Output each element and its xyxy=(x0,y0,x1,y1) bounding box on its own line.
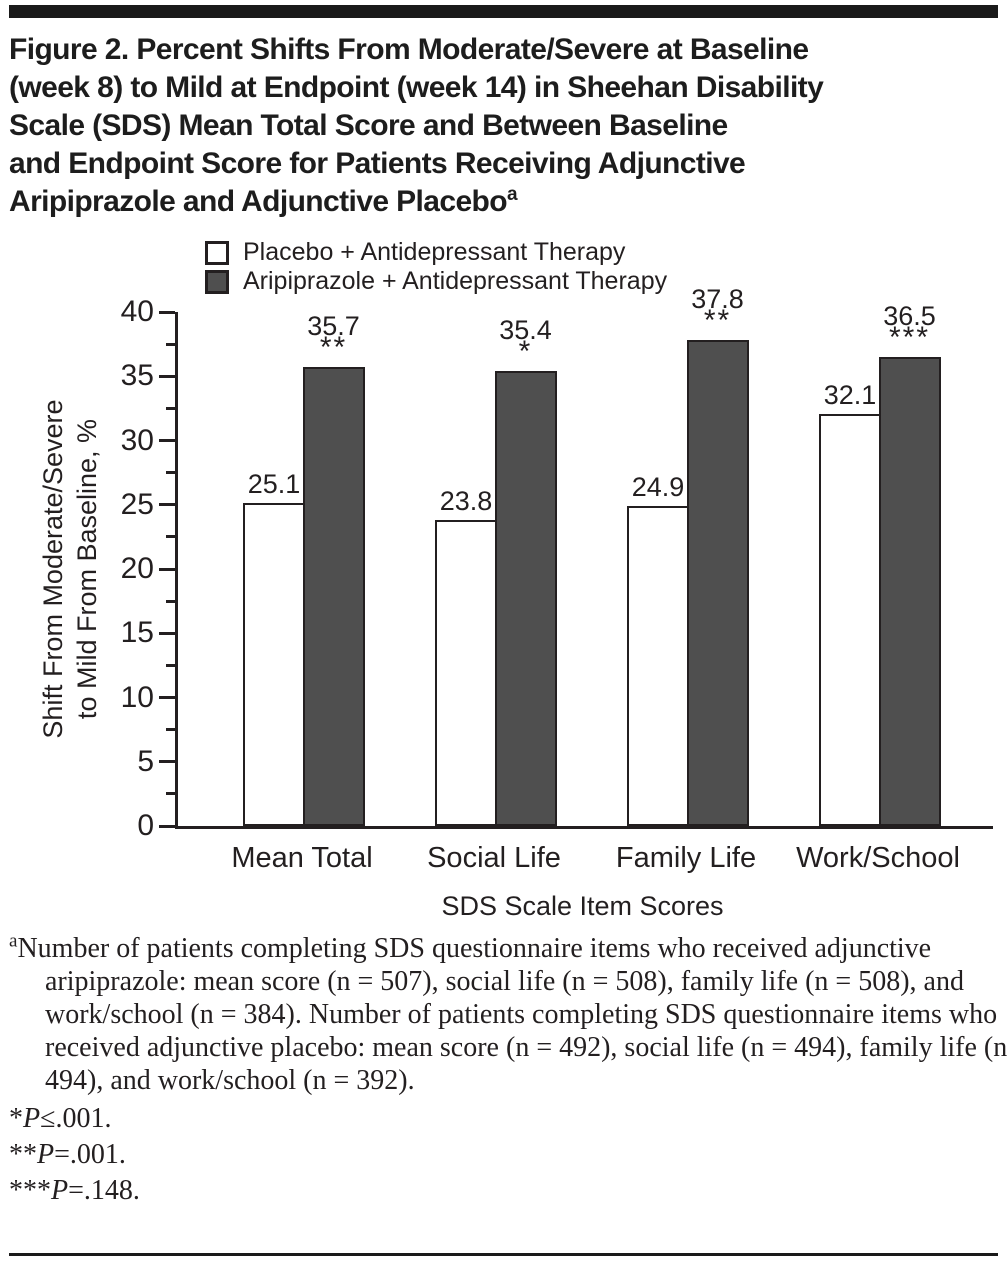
figure-title-line: and Endpoint Score for Patients Receivin… xyxy=(9,147,746,180)
legend-swatch-placebo xyxy=(205,240,229,265)
significance-asterisks: ** xyxy=(319,331,348,364)
figure-title: Figure 2. Percent Shifts From Moderate/S… xyxy=(9,31,998,221)
pvalue-note: *P≤.001. xyxy=(9,1101,998,1137)
y-tick-minor xyxy=(166,792,175,796)
pvalue-stars: * xyxy=(9,1103,23,1134)
bar-aripiprazole-3 xyxy=(878,357,941,826)
significance-asterisks: * xyxy=(518,335,533,368)
pvalue-stars: ** xyxy=(9,1139,37,1170)
figure-title-line: (week 8) to Mild at Endpoint (week 14) i… xyxy=(9,71,824,104)
top-rule xyxy=(9,5,998,18)
bar-value: 23.8 xyxy=(439,486,493,516)
pvalue-symbol: P xyxy=(23,1103,41,1134)
bar-value: 37.8 xyxy=(691,284,744,314)
y-tick-major xyxy=(159,824,175,828)
y-tick-major xyxy=(159,310,175,314)
plot-area: 0 5 10 15 20 25 30 35 40 25.1 35.7 ** 23.8 35.4 * 24.9 3… xyxy=(121,285,993,842)
bar-chart: Shift From Moderate/Severe to Mild From B… xyxy=(38,285,998,932)
footnote: aNumber of patients completing SDS quest… xyxy=(9,932,1007,1097)
y-tick-minor xyxy=(166,663,175,667)
x-axis-title: SDS Scale Item Scores xyxy=(441,891,724,921)
bar-value: 25.1 xyxy=(247,469,301,499)
y-tick-major xyxy=(159,631,175,635)
y-tick-minor xyxy=(166,471,175,475)
footnote-text: Number of patients completing SDS questi… xyxy=(17,933,1007,1096)
x-category-label: Family Life xyxy=(615,842,757,874)
y-tick-minor xyxy=(166,599,175,603)
y-axis-title: Shift From Moderate/Severe to Mild From B… xyxy=(36,312,104,826)
y-tick-minor xyxy=(166,406,175,410)
y-tick-major xyxy=(159,439,175,442)
y-tick-major xyxy=(159,503,175,507)
pvalue-condition: =.148. xyxy=(68,1175,140,1206)
bar-value-label: 25.1 xyxy=(204,470,344,499)
legend-swatch-aripiprazole xyxy=(205,269,229,294)
x-category-label: Work/School xyxy=(796,842,960,874)
y-tick-major xyxy=(159,567,175,571)
y-tick-minor xyxy=(166,728,175,732)
y-tick-label: 0 xyxy=(137,809,154,842)
figure-title-line: Aripiprazole and Adjunctive Placeboa xyxy=(9,184,518,218)
footnote-marker: a xyxy=(9,930,18,952)
bar-value: 36.5 xyxy=(883,301,936,331)
significance-asterisks: *** xyxy=(888,321,931,354)
y-tick-label: 25 xyxy=(120,487,154,521)
bar-value-label: 23.8 xyxy=(396,487,536,516)
y-tick-minor xyxy=(166,535,175,539)
bar-value-label: 24.9 xyxy=(588,473,728,502)
pvalue-notes: *P≤.001. **P=.001. ***P=.148. xyxy=(9,1101,998,1209)
y-tick-major xyxy=(159,760,175,764)
bar-value-label: 35.7 ** xyxy=(264,312,404,363)
y-tick-major xyxy=(159,696,175,699)
significance-asterisks: ** xyxy=(703,304,732,337)
bar-value: 35.4 xyxy=(499,315,552,345)
bar-value-label: 37.8 ** xyxy=(648,285,788,336)
figure-title-superscript: a xyxy=(507,184,518,205)
bar-value: 24.9 xyxy=(631,472,685,502)
bar-aripiprazole-1 xyxy=(494,371,557,826)
y-tick-label: 10 xyxy=(120,680,154,714)
bar-aripiprazole-0 xyxy=(302,367,365,826)
y-tick-label: 30 xyxy=(120,423,154,457)
pvalue-symbol: P xyxy=(37,1139,55,1170)
x-category-label: Mean Total xyxy=(231,842,373,874)
bar-placebo-3 xyxy=(819,414,881,826)
legend-item: Placebo + Antidepressant Therapy xyxy=(205,238,998,267)
y-tick-major xyxy=(159,374,175,378)
pvalue-stars: *** xyxy=(9,1175,51,1206)
figure-title-line: Figure 2. Percent Shifts From Moderate/S… xyxy=(9,33,809,66)
bottom-rule xyxy=(9,1253,998,1256)
bar-value: 35.7 xyxy=(307,311,360,341)
legend-label: Aripiprazole + Antidepressant Therapy xyxy=(243,267,668,295)
bar-value-label: 32.1 xyxy=(780,381,920,410)
bar-value: 32.1 xyxy=(823,380,877,410)
x-axis-category-labels: Mean Total Social Life Family Life Work/Sch… xyxy=(175,841,990,877)
bar-value-label: 35.4 * xyxy=(456,316,596,367)
y-tick-label: 5 xyxy=(137,744,154,778)
y-axis-title-line: Shift From Moderate/Severe xyxy=(38,399,68,739)
pvalue-condition: ≤.001. xyxy=(40,1103,112,1134)
figure-title-line: Scale (SDS) Mean Total Score and Between… xyxy=(9,109,728,142)
bar-placebo-2 xyxy=(627,506,689,826)
legend-label: Placebo + Antidepressant Therapy xyxy=(243,238,626,266)
bar-value-label: 36.5 *** xyxy=(840,302,980,353)
legend-item: Aripiprazole + Antidepressant Therapy xyxy=(205,267,998,296)
pvalue-note: **P=.001. xyxy=(9,1137,998,1173)
legend: Placebo + Antidepressant Therapy Aripipra… xyxy=(205,238,998,296)
y-tick-label: 20 xyxy=(120,552,154,585)
bar-placebo-1 xyxy=(435,520,497,826)
x-category-label: Social Life xyxy=(427,842,561,874)
bar-placebo-0 xyxy=(243,503,305,826)
pvalue-symbol: P xyxy=(51,1175,69,1206)
y-tick-minor xyxy=(166,342,175,346)
y-tick-label: 40 xyxy=(120,295,154,328)
bar-aripiprazole-2 xyxy=(686,340,749,826)
y-tick-label: 15 xyxy=(120,616,154,650)
pvalue-note: ***P=.148. xyxy=(9,1173,998,1209)
pvalue-condition: =.001. xyxy=(54,1139,126,1170)
y-tick-label: 35 xyxy=(120,359,154,393)
